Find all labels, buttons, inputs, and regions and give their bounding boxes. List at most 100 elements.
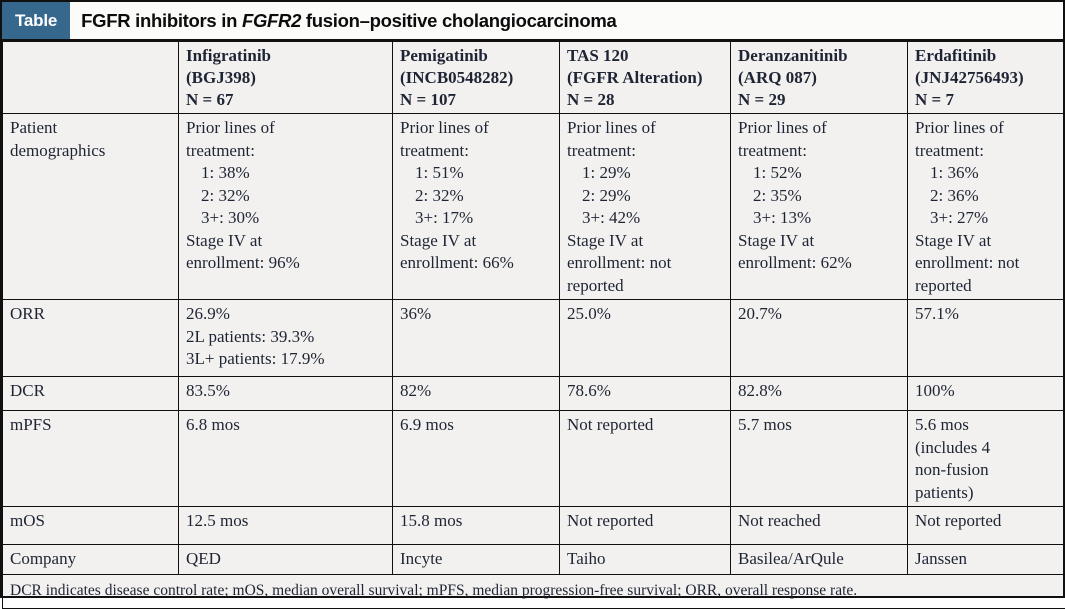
- cell-line: 3+: 42%: [567, 207, 724, 230]
- cell-line: Stage IV at: [186, 230, 386, 253]
- data-cell: 26.9%2L patients: 39.3%3L+ patients: 17.…: [179, 300, 393, 377]
- corner-cell: [3, 42, 179, 114]
- cell-line: reported: [915, 275, 1061, 298]
- column-header-line: N = 29: [738, 89, 901, 111]
- cell-line: reported: [567, 275, 724, 298]
- cell-line: enrollment: 66%: [400, 252, 553, 275]
- cell-line: Stage IV at: [915, 230, 1061, 253]
- cell-line: 15.8 mos: [400, 510, 553, 533]
- column-header-cell: Deranzanitinib(ARQ 087)N = 29: [731, 42, 908, 114]
- table-tag-badge: Table: [2, 2, 70, 39]
- data-cell: Taiho: [560, 545, 731, 575]
- column-header-line: Deranzanitinib: [738, 45, 901, 67]
- data-cell: 36%: [393, 300, 560, 377]
- data-cell: QED: [179, 545, 393, 575]
- column-header-line: Infigratinib: [186, 45, 386, 67]
- column-header-line: N = 107: [400, 89, 553, 111]
- column-header-line: (FGFR Alteration): [567, 67, 724, 89]
- cell-line: 20.7%: [738, 303, 901, 326]
- cell-line: 3L+ patients: 17.9%: [186, 348, 386, 371]
- cell-line: 3+: 17%: [400, 207, 553, 230]
- row-label-line: DCR: [10, 380, 172, 403]
- cell-line: Taiho: [567, 548, 724, 571]
- column-header-line: N = 67: [186, 89, 386, 111]
- cell-line: (includes 4: [915, 437, 1061, 460]
- row-label-line: mOS: [10, 510, 172, 533]
- cell-line: Not reported: [567, 510, 724, 533]
- row-label-line: Patient: [10, 117, 172, 140]
- data-cell: Incyte: [393, 545, 560, 575]
- title-text: fusion–positive cholangiocarcinoma: [301, 10, 616, 32]
- cell-line: Prior lines of: [186, 117, 386, 140]
- data-cell: 82%: [393, 377, 560, 411]
- cell-line: 36%: [400, 303, 553, 326]
- cell-line: Janssen: [915, 548, 1061, 571]
- table-title-bar: Table FGFR inhibitors in FGFR2 fusion–po…: [2, 2, 1063, 41]
- title-gene-name: FGFR2: [242, 10, 301, 32]
- data-cell: 6.8 mos: [179, 411, 393, 507]
- cell-line: 5.6 mos: [915, 414, 1061, 437]
- column-header-line: N = 7: [915, 89, 1061, 111]
- column-header-cell: Pemigatinib(INCB0548282)N = 107: [393, 42, 560, 114]
- cell-line: Stage IV at: [738, 230, 901, 253]
- cell-line: 5.7 mos: [738, 414, 901, 437]
- data-cell: Not reported: [560, 411, 731, 507]
- footnote-cell: DCR indicates disease control rate; mOS,…: [3, 575, 1065, 609]
- cell-line: 6.9 mos: [400, 414, 553, 437]
- cell-line: 100%: [915, 380, 1061, 403]
- cell-line: 2: 32%: [186, 185, 386, 208]
- cell-line: 1: 29%: [567, 162, 724, 185]
- column-header-cell: Infigratinib(BGJ398)N = 67: [179, 42, 393, 114]
- cell-line: Prior lines of: [738, 117, 901, 140]
- data-cell: 57.1%: [908, 300, 1065, 377]
- data-cell: 15.8 mos: [393, 507, 560, 545]
- column-header-line: (JNJ42756493): [915, 67, 1061, 89]
- cell-line: 83.5%: [186, 380, 386, 403]
- cell-line: non-fusion: [915, 459, 1061, 482]
- data-cell: 82.8%: [731, 377, 908, 411]
- data-cell: 6.9 mos: [393, 411, 560, 507]
- row-label-cell: Company: [3, 545, 179, 575]
- row-label-line: demographics: [10, 140, 172, 163]
- data-cell: Not reported: [560, 507, 731, 545]
- cell-line: Stage IV at: [400, 230, 553, 253]
- row-label-cell: DCR: [3, 377, 179, 411]
- data-cell: 100%: [908, 377, 1065, 411]
- data-cell: 5.7 mos: [731, 411, 908, 507]
- data-cell: Not reached: [731, 507, 908, 545]
- cell-line: 2L patients: 39.3%: [186, 326, 386, 349]
- column-header-line: (BGJ398): [186, 67, 386, 89]
- cell-line: Not reached: [738, 510, 901, 533]
- cell-line: 2: 32%: [400, 185, 553, 208]
- cell-line: Not reported: [915, 510, 1061, 533]
- cell-line: patients): [915, 482, 1061, 505]
- cell-line: 82%: [400, 380, 553, 403]
- column-header-line: (ARQ 087): [738, 67, 901, 89]
- column-header-cell: Erdafitinib(JNJ42756493)N = 7: [908, 42, 1065, 114]
- cell-line: treatment:: [186, 140, 386, 163]
- cell-line: 1: 52%: [738, 162, 901, 185]
- cell-line: enrollment: not: [567, 252, 724, 275]
- cell-line: Prior lines of: [400, 117, 553, 140]
- cell-line: 3+: 30%: [186, 207, 386, 230]
- cell-line: enrollment: not: [915, 252, 1061, 275]
- title-text: FGFR inhibitors in: [81, 10, 242, 32]
- cell-line: 2: 29%: [567, 185, 724, 208]
- data-cell: 20.7%: [731, 300, 908, 377]
- data-cell: Janssen: [908, 545, 1065, 575]
- cell-line: Not reported: [567, 414, 724, 437]
- cell-line: 3+: 13%: [738, 207, 901, 230]
- cell-line: 3+: 27%: [915, 207, 1061, 230]
- data-cell: 83.5%: [179, 377, 393, 411]
- cell-line: treatment:: [915, 140, 1061, 163]
- cell-line: 57.1%: [915, 303, 1061, 326]
- cell-line: 26.9%: [186, 303, 386, 326]
- cell-line: 1: 38%: [186, 162, 386, 185]
- cell-line: Stage IV at: [567, 230, 724, 253]
